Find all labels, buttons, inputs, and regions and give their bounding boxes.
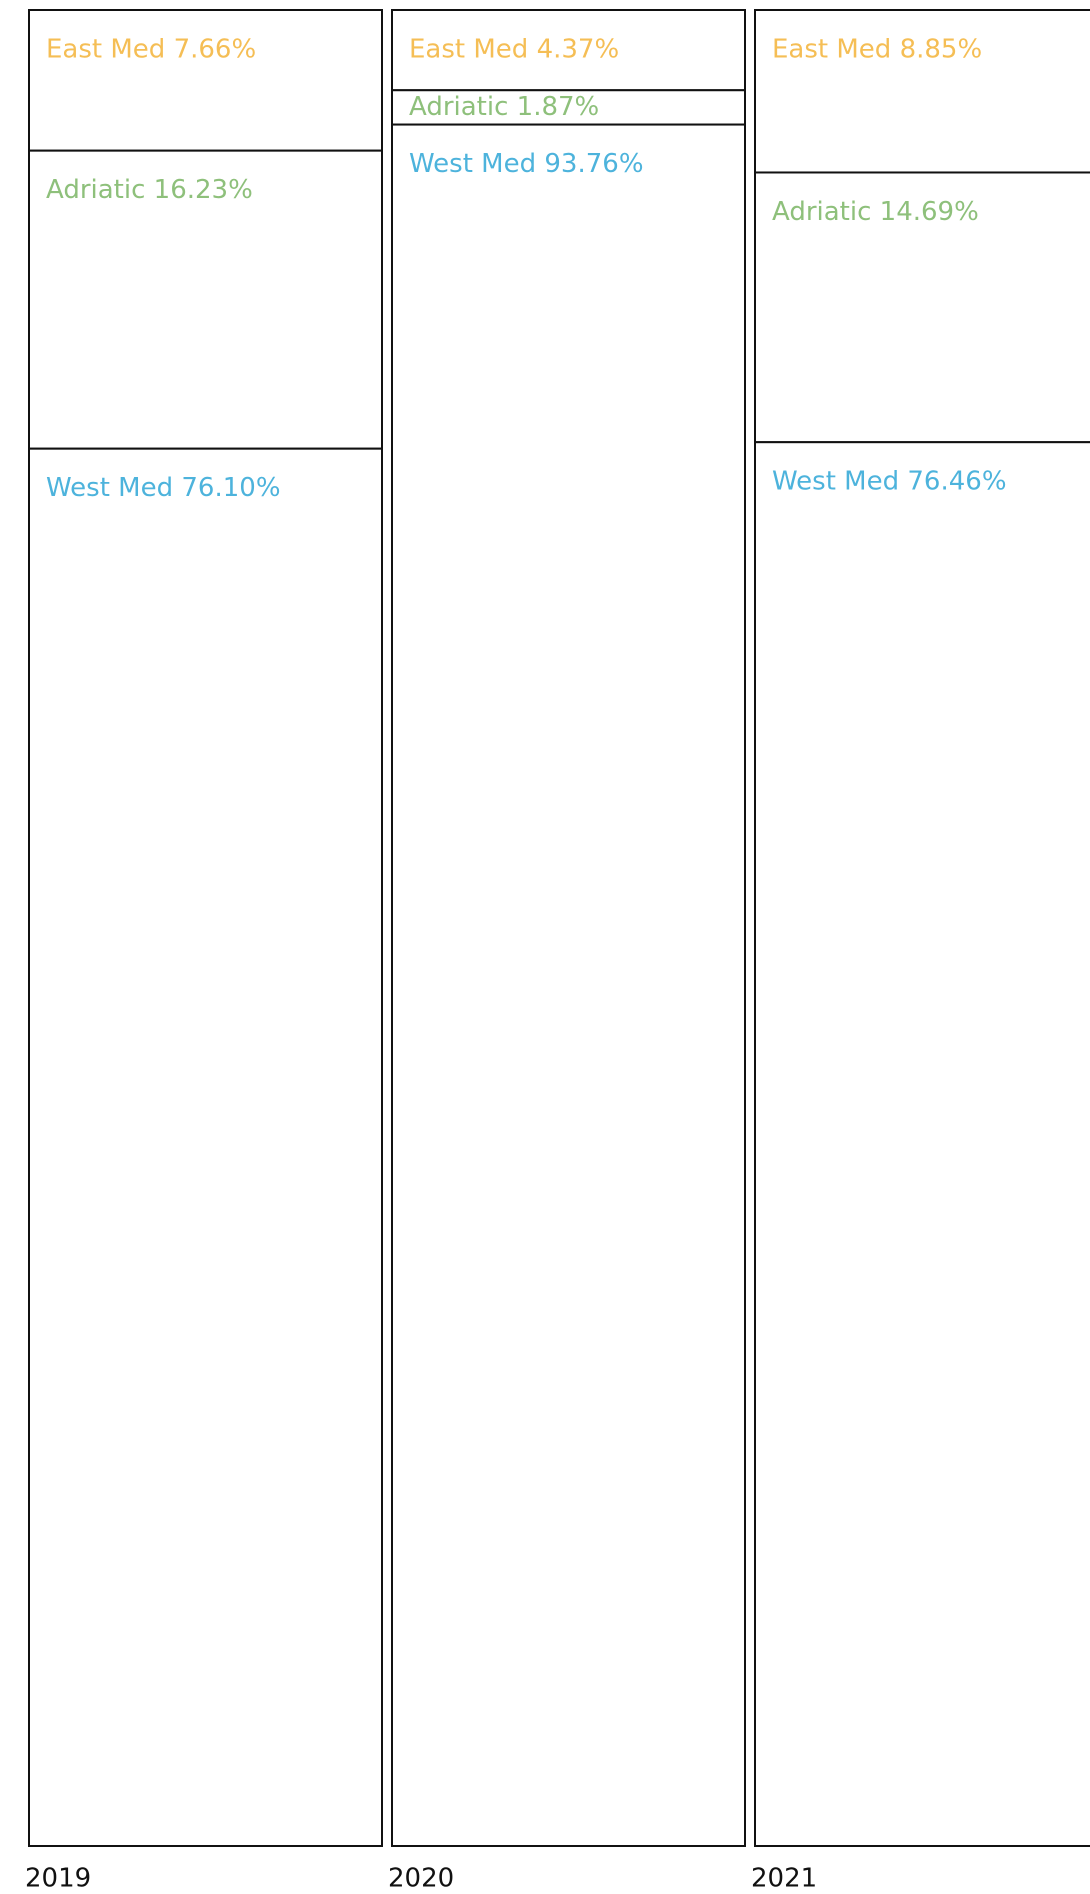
segment-label: West Med 76.46%	[772, 467, 1007, 497]
segment	[391, 9, 746, 92]
segment	[754, 441, 1090, 1847]
segment	[28, 9, 383, 152]
segment-label: West Med 93.76%	[409, 149, 644, 179]
segment	[28, 149, 383, 450]
x-tick-label: 2020	[388, 1864, 454, 1894]
segment	[28, 447, 383, 1847]
x-tick-label: 2019	[25, 1864, 91, 1894]
segment-label: East Med 7.66%	[46, 35, 256, 65]
segment-label: Adriatic 16.23%	[46, 175, 253, 205]
segment	[754, 9, 1090, 174]
segment-label: East Med 4.37%	[409, 35, 619, 65]
segment-label: West Med 76.10%	[46, 473, 281, 503]
segment	[391, 123, 746, 1847]
segment-label: Adriatic 14.69%	[772, 197, 979, 227]
x-tick-label: 2021	[751, 1864, 817, 1894]
segment	[754, 171, 1090, 444]
segment-label: East Med 8.85%	[772, 35, 982, 65]
segment-label: Adriatic 1.87%	[409, 92, 599, 122]
